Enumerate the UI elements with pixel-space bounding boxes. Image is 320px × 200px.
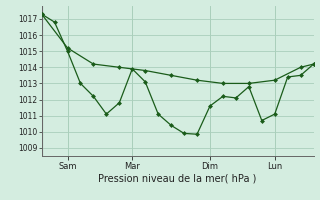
- X-axis label: Pression niveau de la mer( hPa ): Pression niveau de la mer( hPa ): [99, 173, 257, 183]
